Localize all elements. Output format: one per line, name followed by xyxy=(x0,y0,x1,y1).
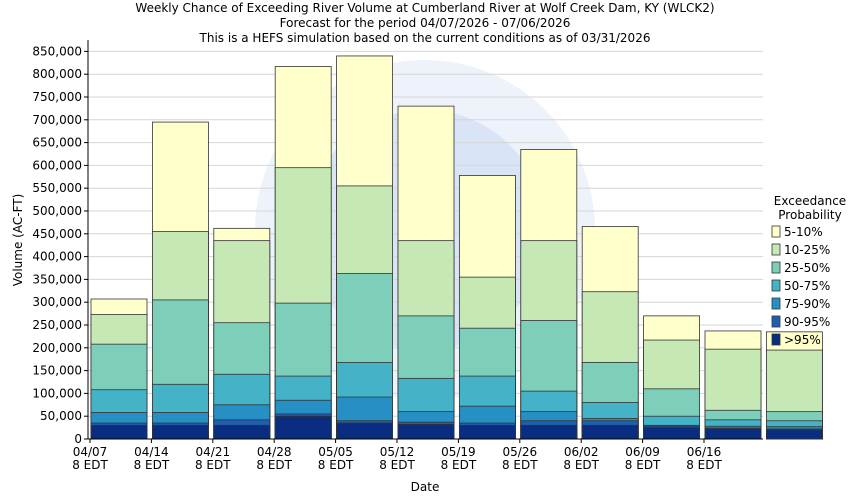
legend-swatch xyxy=(771,279,781,292)
legend-title: Probability xyxy=(778,208,841,222)
chart-title-line: Weekly Chance of Exceeding River Volume … xyxy=(135,1,714,15)
bar-segment xyxy=(643,427,700,440)
x-tick-label-tz: 8 EDT xyxy=(379,458,415,472)
y-tick-label: 750,000 xyxy=(32,90,82,104)
chart-title-line: Forecast for the period 04/07/2026 - 07/… xyxy=(280,16,571,30)
bar-segment xyxy=(520,424,578,440)
x-tick-label-tz: 8 EDT xyxy=(72,458,108,472)
x-tick-label-tz: 8 EDT xyxy=(502,458,538,472)
legend-label: 25-50% xyxy=(784,261,830,275)
chart-title-line: This is a HEFS simulation based on the c… xyxy=(199,31,651,45)
y-tick-label: 100,000 xyxy=(32,386,82,400)
x-tick-label-date: 05/05 xyxy=(318,445,353,459)
legend-label: >95% xyxy=(784,333,821,347)
x-tick-label-date: 04/21 xyxy=(196,445,231,459)
y-tick-label: 450,000 xyxy=(32,227,82,241)
x-tick-label-date: 05/26 xyxy=(503,445,538,459)
bar-segment xyxy=(274,415,332,440)
y-tick-label: 150,000 xyxy=(32,364,82,378)
x-tick-label-tz: 8 EDT xyxy=(441,458,477,472)
legend-swatch xyxy=(771,333,781,346)
x-tick-label-date: 06/09 xyxy=(625,445,660,459)
legend-swatch xyxy=(771,261,781,274)
y-tick-label: 800,000 xyxy=(32,67,82,81)
y-tick-label: 650,000 xyxy=(32,136,82,150)
x-tick-label-date: 06/02 xyxy=(564,445,599,459)
bar-segment xyxy=(90,424,148,440)
y-tick-label: 300,000 xyxy=(32,295,82,309)
x-axis-title: Date xyxy=(411,480,440,494)
y-tick-label: 50,000 xyxy=(40,409,82,423)
y-tick-label: 400,000 xyxy=(32,250,82,264)
legend-title: Exceedance xyxy=(774,194,846,208)
x-tick-label-tz: 8 EDT xyxy=(318,458,354,472)
bar-segment xyxy=(581,424,639,440)
x-tick-label-tz: 8 EDT xyxy=(195,458,231,472)
legend-label: 75-90% xyxy=(784,297,830,311)
x-tick-label-tz: 8 EDT xyxy=(625,458,661,472)
y-axis-title: Volume (AC-FT) xyxy=(11,194,25,287)
legend-swatch xyxy=(771,297,781,310)
y-tick-label: 250,000 xyxy=(32,318,82,332)
axes: 0 50,000 100,000 150,000 200,000 250,000 300,0… xyxy=(11,40,763,494)
chart-title: Weekly Chance of Exceeding River Volume … xyxy=(135,1,714,45)
legend-swatch xyxy=(771,243,781,256)
bar-segment xyxy=(766,429,823,440)
y-tick-label: 500,000 xyxy=(32,204,82,218)
legend-label: 10-25% xyxy=(784,243,830,257)
bar-segment xyxy=(458,424,516,440)
y-tick-label: 700,000 xyxy=(32,113,82,127)
legend-label: 50-75% xyxy=(784,279,830,293)
y-tick-label: 600,000 xyxy=(32,158,82,172)
bar-segment xyxy=(397,424,455,440)
legend-swatch xyxy=(771,225,781,238)
x-tick-label-tz: 8 EDT xyxy=(686,458,722,472)
y-tick-label: 200,000 xyxy=(32,341,82,355)
x-tick-label-tz: 8 EDT xyxy=(256,458,292,472)
bar-segment xyxy=(704,428,762,440)
x-tick-label-date: 04/14 xyxy=(134,445,169,459)
x-tick-label-tz: 8 EDT xyxy=(563,458,599,472)
x-tick-label-date: 05/19 xyxy=(441,445,476,459)
y-tick-label: 350,000 xyxy=(32,272,82,286)
x-tick-label-date: 05/12 xyxy=(380,445,415,459)
y-tick-label: 550,000 xyxy=(32,181,82,195)
x-tick-label-date: 06/16 xyxy=(687,445,722,459)
bar-segment xyxy=(336,422,394,440)
bar-segment xyxy=(213,424,271,440)
y-tick-label: 850,000 xyxy=(32,44,82,58)
y-tick-label: 0 xyxy=(74,432,82,446)
bars xyxy=(90,55,823,440)
legend-swatch xyxy=(771,315,781,328)
x-tick-label-date: 04/07 xyxy=(73,445,108,459)
x-tick-label-tz: 8 EDT xyxy=(134,458,170,472)
legend-label: 90-95% xyxy=(784,315,830,329)
bar-segment xyxy=(151,424,209,440)
x-tick-label-date: 04/28 xyxy=(257,445,292,459)
legend-label: 5-10% xyxy=(784,225,823,239)
